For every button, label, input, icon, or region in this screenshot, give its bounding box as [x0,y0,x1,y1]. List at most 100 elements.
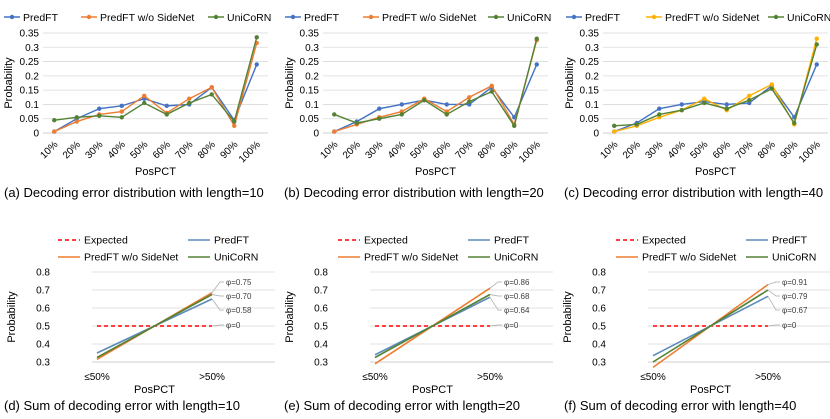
legend-label: PredFT w/o SideNet [665,12,759,24]
x-tick-label: 20% [61,139,83,161]
legend-label: PredFT w/o SideNet [382,12,476,24]
legend-item-2: UniCoRN [208,12,271,24]
legend-item-1: PredFT [468,235,530,247]
y-tick-label: 0.3 [25,43,39,54]
caption: (d) Sum of decoding error with length=10 [4,398,240,413]
annotation-label: φ=0 [504,321,519,330]
legend-label: PredFT w/o SideNet [84,252,178,264]
data-point [119,103,124,109]
y-tick-label: 0.3 [36,358,50,369]
annotation-0: φ=0.91 [767,278,808,287]
data-point [512,123,517,129]
data-point [444,102,449,107]
legend-label: PredFT [585,12,621,24]
data-point [489,83,494,89]
series-line [614,38,818,133]
data-point [702,96,707,101]
annotation-0: φ=0.86 [489,278,530,289]
series-line [53,42,258,133]
data-point [164,112,169,117]
annotation-label: φ=0 [226,321,241,330]
annotation-label: φ=0.79 [782,292,808,301]
data-point [814,42,819,47]
legend-item-0: Expected [338,235,408,247]
y-tick-label: 0.25 [300,57,320,68]
annotation-label: φ=0.64 [504,306,530,315]
x-tick-label: 20% [621,139,643,161]
y-tick-label: 0.3 [305,43,319,54]
annotation-leader [211,298,224,311]
annotation-label: φ=0.68 [504,292,530,301]
x-axis-title: PosPCT [135,166,176,178]
x-tick-label: >50% [755,372,781,383]
y-tick-label: 0.15 [580,86,600,97]
y-tick-label: 0.3 [585,43,599,54]
data-point [679,107,684,113]
y-tick-label: 0.25 [20,57,40,68]
series-unicorn [52,35,259,124]
data-point [377,106,382,111]
x-tick-label: 40% [106,139,128,161]
x-axis-title: PosPCT [412,384,453,396]
annotation-leader [489,324,502,327]
legend-label: UniCoRN [772,252,816,264]
data-point [467,95,472,100]
y-tick-label: 0.6 [36,304,50,315]
data-point [534,36,539,41]
legend-item-2: UniCoRN [768,12,830,24]
y-tick-label: 0.5 [314,322,328,333]
annotation-leader [767,324,780,327]
y-tick-label: 0.25 [580,57,600,68]
annotation-3: φ=0 [211,321,241,330]
legend-label: PredFT w/o SideNet [364,252,458,264]
annotation-1: φ=0.79 [767,289,808,301]
data-point [232,119,237,124]
data-point [399,102,404,107]
y-tick-label: 0.2 [25,71,39,82]
series-predft [52,62,259,134]
x-tick-label: 50% [688,139,710,161]
annotation-2: φ=0.67 [767,296,808,315]
legend-marker [86,14,92,20]
annotation-label: φ=0.75 [226,278,252,287]
y-tick-label: 0.7 [314,286,328,297]
y-tick-label: 0 [593,129,599,140]
annotation-leader [489,294,502,297]
y-tick-label: 0.8 [36,268,50,279]
legend-marker [368,14,374,20]
x-tick-label: 80% [756,139,778,161]
x-tick-label: 20% [341,139,363,161]
legend-marker [290,14,296,20]
chart-e: 0.3 0.4 0.5 0.6 0.7 0.8 ≤50% >50% PosPCT Probabil… [284,235,553,413]
legend-item-2: PredFT w/o SideNet [58,252,178,264]
x-tick-label: 60% [431,139,453,161]
annotation-leader [489,297,502,311]
caption: (e) Sum of decoding error with length=20 [284,398,520,413]
legend-item-1: PredFT w/o SideNet [646,12,759,24]
y-tick-label: 0.5 [36,322,50,333]
legend-label: UniCoRN [214,252,258,264]
data-point [74,115,79,120]
y-tick-label: 0.1 [25,100,39,111]
data-point [74,119,79,124]
x-tick-label: ≤50% [84,372,110,383]
data-point [769,82,774,87]
series-predft-w-o-sidenet [52,40,259,134]
x-tick-label: ≤50% [362,372,388,383]
series-line [333,64,538,133]
data-point [724,106,729,111]
y-tick-label: 0.35 [580,29,600,40]
y-axis-title: Probability [284,57,296,109]
x-tick-label: 50% [408,139,430,161]
legend-label: Expected [364,235,408,247]
data-point [354,120,359,126]
data-point [119,115,124,120]
y-tick-label: 0.3 [314,358,328,369]
legend-item-0: PredFT [4,12,59,24]
legend-item-3: UniCoRN [188,252,258,264]
x-tick-label: 100% [237,139,263,165]
y-tick-label: 0.05 [20,114,40,125]
legend-item-1: PredFT [746,235,808,247]
x-tick-label: 70% [453,139,475,161]
legend-label: Expected [84,235,128,247]
